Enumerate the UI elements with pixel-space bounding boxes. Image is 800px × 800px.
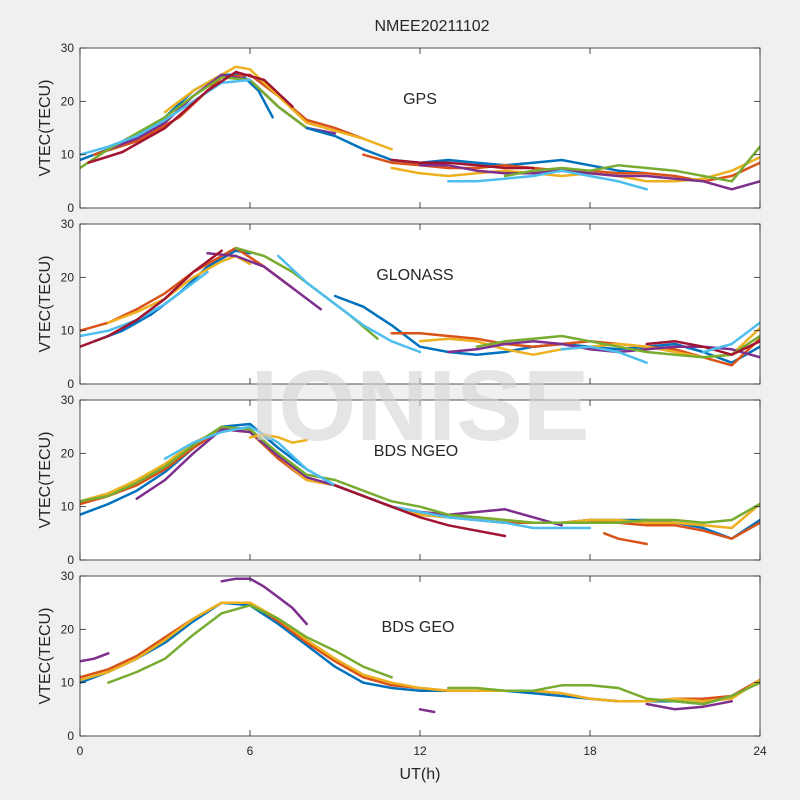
y-tick-label: 0 (67, 553, 74, 567)
panel-annotation: BDS NGEO (374, 443, 458, 460)
series-line-11 (418, 164, 760, 191)
x-tick-label: 18 (583, 744, 597, 758)
figure-title: NMEE20211102 (374, 18, 489, 35)
series-line-9 (602, 532, 648, 546)
plot-area (80, 576, 760, 736)
y-axis-label: VTEC(TECU) (37, 608, 54, 705)
series-line-7 (80, 249, 223, 348)
series-line-14 (390, 158, 535, 170)
watermark-text: IONISE (251, 350, 590, 462)
subplot-4: 0 6 12 18 24 0 10 20 30 VTEC(TECU) BDS GEO (37, 569, 767, 758)
y-tick-label: 20 (61, 270, 75, 284)
y-tick-label: 0 (67, 201, 74, 215)
subplot-panels: 0 10 20 30 VTEC(TECU) GPS 0 10 20 30 VTEC(TECU) GLO… (37, 41, 767, 758)
series-line-5 (220, 577, 308, 626)
series-line-8 (277, 254, 422, 354)
plot-area (80, 48, 760, 208)
series-line-7 (333, 484, 507, 538)
x-tick-label: 12 (413, 744, 427, 758)
y-tick-label: 30 (61, 393, 75, 407)
y-tick-label: 30 (61, 569, 75, 583)
subplot-2: 0 10 20 30 VTEC(TECU) GLONASS (37, 217, 761, 391)
series-line-5 (80, 425, 760, 524)
y-tick-label: 10 (61, 324, 75, 338)
series-group (80, 65, 760, 191)
y-tick-label: 20 (61, 94, 75, 108)
series-line-2 (92, 73, 365, 156)
x-tick-label: 6 (247, 744, 254, 758)
series-line-16 (702, 321, 760, 354)
y-tick-label: 10 (61, 676, 75, 690)
y-tick-label: 20 (61, 446, 75, 460)
x-axis-label: UT(h) (400, 766, 441, 783)
panel-annotation: BDS GEO (382, 619, 455, 636)
series-line-12 (503, 145, 760, 183)
series-line-14 (560, 345, 648, 364)
y-tick-label: 30 (61, 217, 75, 231)
series-line-3 (80, 601, 760, 703)
series-line-6 (80, 270, 209, 338)
plot-area (80, 400, 760, 560)
y-tick-label: 30 (61, 41, 75, 55)
y-axis-label: VTEC(TECU) (37, 256, 54, 353)
y-tick-label: 10 (61, 500, 75, 514)
panel-annotation: GLONASS (376, 267, 453, 284)
y-tick-label: 0 (67, 377, 74, 391)
y-axis-label: VTEC(TECU) (37, 432, 54, 529)
series-line-8 (305, 126, 648, 175)
series-line-10 (390, 156, 760, 183)
series-group (80, 577, 760, 714)
y-tick-label: 20 (61, 622, 75, 636)
series-line-4 (206, 252, 323, 311)
series-group (80, 246, 760, 367)
series-line-8 (447, 681, 760, 706)
series-line-15 (645, 340, 760, 356)
panel-annotation: GPS (403, 91, 437, 108)
series-line-7 (87, 70, 294, 164)
series-group (80, 422, 760, 546)
subplot-1: 0 10 20 30 VTEC(TECU) GPS (37, 41, 761, 215)
series-line-13 (475, 334, 760, 359)
x-tick-label: 0 (77, 744, 84, 758)
series-line-9 (645, 700, 733, 711)
series-line-8 (248, 433, 308, 444)
y-axis-label: VTEC(TECU) (37, 80, 54, 177)
series-line-7 (418, 708, 436, 714)
series-line-4 (80, 652, 110, 663)
series-line-6 (107, 604, 393, 684)
subplot-3: 0 10 20 30 VTEC(TECU) BDS NGEO (37, 393, 761, 567)
series-line-13 (447, 169, 648, 191)
y-tick-label: 10 (61, 148, 75, 162)
plot-area (80, 224, 760, 384)
y-tick-label: 0 (67, 729, 74, 743)
x-tick-label: 24 (753, 744, 767, 758)
series-line-3 (163, 65, 393, 151)
